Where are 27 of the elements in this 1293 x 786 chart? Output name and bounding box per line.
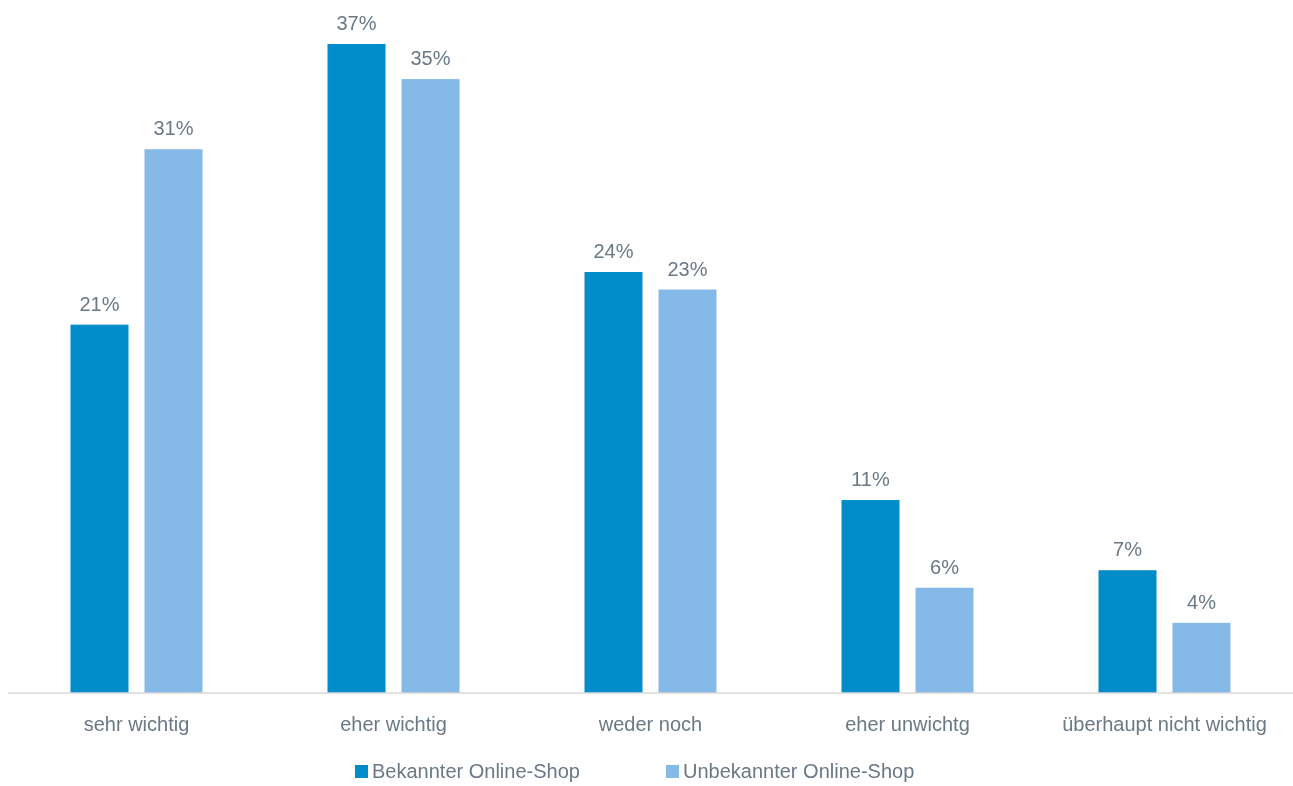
legend-label: Unbekannter Online-Shop: [683, 760, 915, 782]
x-tick-label: überhaupt nicht wichtig: [1062, 713, 1267, 735]
data-label: 37%: [336, 12, 377, 34]
data-label: 35%: [410, 47, 451, 70]
bar: [658, 289, 717, 693]
data-label: 31%: [153, 117, 194, 140]
data-label: 4%: [1187, 590, 1217, 613]
data-label: 21%: [79, 292, 120, 315]
data-label: 7%: [1113, 538, 1143, 561]
bar: [1098, 570, 1157, 693]
bar: [841, 500, 900, 693]
bar: [1172, 622, 1231, 693]
bar: [327, 44, 386, 693]
bar: [401, 79, 460, 693]
x-tick-label: eher unwichtg: [845, 713, 970, 735]
x-tick-label: weder noch: [597, 713, 703, 735]
x-tick-label: sehr wichtig: [83, 713, 190, 735]
data-label: 11%: [851, 468, 890, 491]
data-label: 6%: [930, 555, 960, 578]
bar: [915, 587, 974, 693]
data-label: 24%: [593, 240, 634, 263]
legend-label: Bekannter Online-Shop: [372, 760, 580, 782]
data-label: 23%: [667, 257, 708, 280]
bar: [70, 324, 129, 693]
bar: [584, 272, 643, 693]
x-tick-label: eher wichtig: [340, 713, 447, 735]
bar: [144, 149, 203, 693]
